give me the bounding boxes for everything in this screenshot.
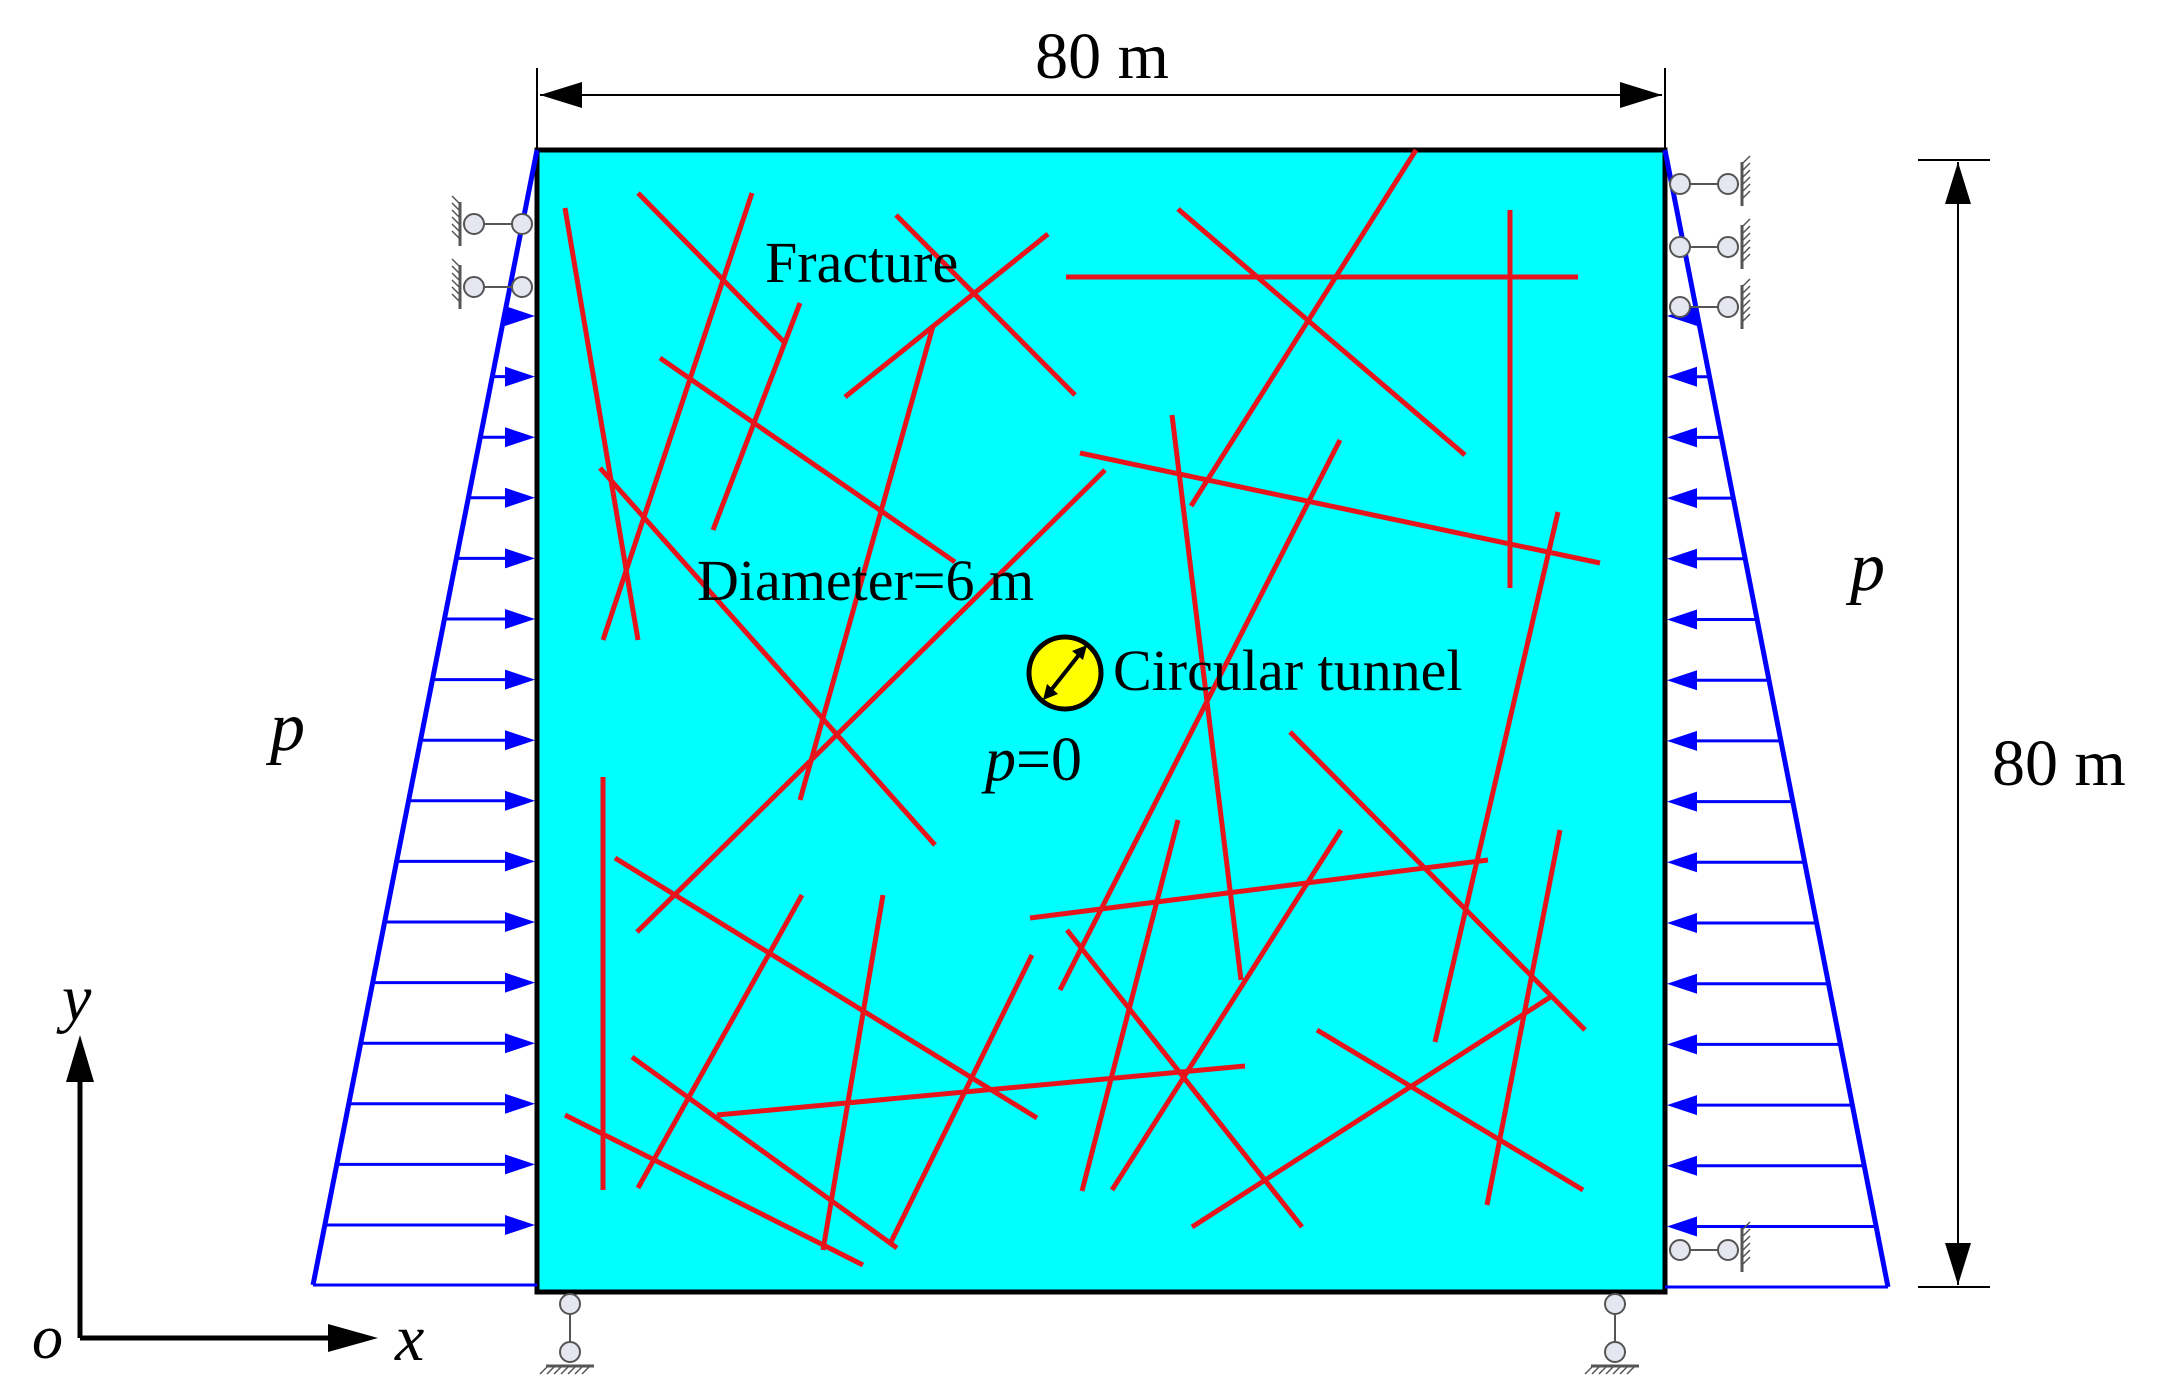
- load-arrow: [1667, 670, 1769, 691]
- fracture-line: [1109, 828, 1344, 1192]
- inner-pressure-value: =0: [1016, 726, 1082, 794]
- fracture-line: [894, 213, 1077, 397]
- fracture-line: [635, 468, 1107, 934]
- fracture-line: [613, 855, 1039, 1121]
- load-arrow: [1667, 366, 1710, 387]
- load-arrow: [384, 912, 535, 932]
- load-arrow: [1667, 1155, 1865, 1176]
- load-arrow: [480, 427, 535, 448]
- fracture-line: [636, 191, 787, 345]
- fracture-line: [563, 1112, 865, 1268]
- roller-support: [451, 195, 533, 246]
- load-arrow: [324, 1215, 535, 1235]
- fracture-line: [658, 355, 957, 565]
- load-arrow: [456, 548, 535, 569]
- top-dimension: [536, 68, 1666, 150]
- fracture-line: [1057, 438, 1343, 992]
- load-arrow: [1667, 609, 1758, 630]
- fracture-line: [1176, 207, 1467, 457]
- fracture-line: [716, 1063, 1246, 1118]
- left-load-envelope: [310, 149, 540, 1287]
- load-arrow: [1667, 1095, 1853, 1116]
- fracture-line: [710, 302, 803, 531]
- fracture-line: [843, 232, 1050, 399]
- fracture-line: [1315, 1027, 1585, 1193]
- inner-pressure-var: p: [981, 726, 1016, 794]
- fracture-line: [630, 1054, 899, 1251]
- roller-support: [1669, 218, 1751, 269]
- load-arrow: [336, 1154, 535, 1175]
- roller-support: [451, 258, 533, 309]
- load-arrow: [1667, 1216, 1877, 1237]
- left-load-arrows: [324, 306, 535, 1235]
- width-label: 80 m: [1035, 20, 1169, 93]
- tunnel-label: Circular tunnel: [1113, 638, 1463, 703]
- roller-support: [1669, 155, 1751, 206]
- fracture-line: [635, 893, 805, 1190]
- load-arrow: [492, 366, 535, 387]
- circular-tunnel: [1026, 634, 1104, 712]
- load-arrow: [396, 851, 535, 872]
- load-arrow: [1667, 852, 1805, 873]
- fracture-line: [1188, 148, 1419, 508]
- load-arrow: [1667, 1034, 1841, 1055]
- right-load-envelope: [1662, 149, 1891, 1289]
- fracture-line: [797, 325, 936, 801]
- load-arrow: [444, 609, 535, 629]
- rock-domain: [534, 147, 1668, 1295]
- load-arrow: [468, 487, 535, 508]
- load-arrow: [432, 669, 535, 690]
- fracture-line: [600, 192, 755, 641]
- right-load-arrows: [1667, 306, 1877, 1237]
- right-pressure-label: p: [1845, 529, 1885, 606]
- fracture-line: [1079, 450, 1601, 566]
- fracture-line: [1190, 993, 1554, 1230]
- pin-support: [1584, 1293, 1639, 1375]
- fracture-line: [598, 466, 937, 847]
- coordinate-axes: [66, 1035, 378, 1352]
- fracture-line: [1484, 829, 1563, 1206]
- fracture-line: [1288, 730, 1587, 1032]
- pin-support: [539, 1293, 594, 1375]
- fracture-label: Fracture: [765, 230, 958, 295]
- load-arrow: [504, 306, 535, 326]
- load-arrow: [372, 972, 535, 993]
- load-arrow: [1667, 488, 1734, 509]
- roller-support: [1669, 278, 1751, 329]
- load-arrow: [360, 1033, 535, 1054]
- load-arrow: [1667, 548, 1746, 569]
- roller-support: [1669, 1221, 1751, 1272]
- load-arrow: [1667, 427, 1722, 448]
- fracture-line: [820, 894, 886, 1251]
- fracture-line: [1029, 857, 1489, 921]
- boundary-supports: [451, 155, 1751, 1375]
- right-dimension: [1918, 159, 1990, 1288]
- y-axis-label: y: [56, 962, 92, 1035]
- diameter-label: Diameter=6 m: [697, 548, 1034, 613]
- load-arrow: [348, 1093, 535, 1114]
- fracture-line: [1065, 928, 1304, 1229]
- fracture-network: [562, 148, 1601, 1268]
- height-label: 80 m: [1992, 727, 2126, 800]
- fracture-line: [1079, 819, 1181, 1192]
- left-pressure-label: p: [265, 689, 305, 766]
- load-arrow: [1667, 913, 1817, 933]
- fracture-line: [1432, 511, 1561, 1043]
- inner-pressure-label: p=0: [981, 726, 1082, 794]
- load-arrow: [1667, 730, 1781, 751]
- load-arrow: [420, 730, 535, 751]
- fracture-line: [887, 953, 1035, 1246]
- load-arrow: [1667, 791, 1793, 812]
- origin-label: o: [32, 1304, 63, 1372]
- load-arrow: [408, 790, 535, 811]
- load-arrow: [1667, 973, 1829, 994]
- x-axis-label: x: [394, 1302, 424, 1375]
